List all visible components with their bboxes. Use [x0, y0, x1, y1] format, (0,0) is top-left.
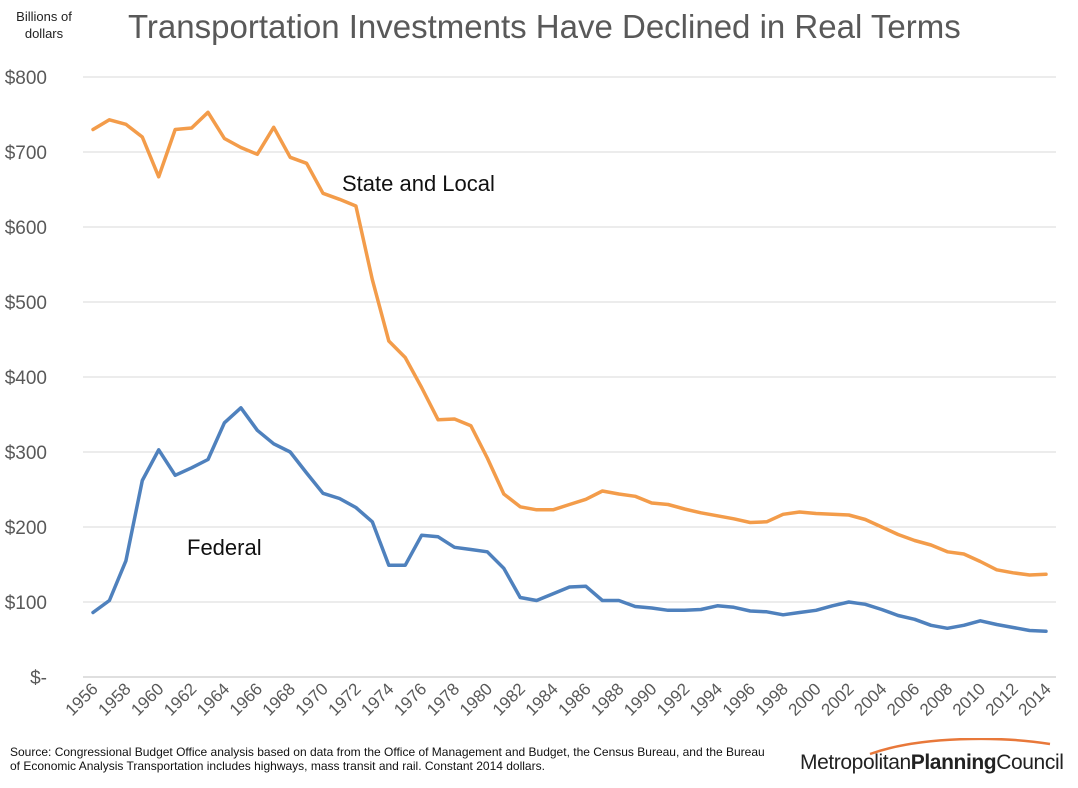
state-and-local-series-line: [91, 110, 1048, 577]
x-tick-label: 1958: [95, 679, 135, 719]
x-tick-label: 1974: [357, 679, 397, 719]
x-tick-label: 1982: [489, 679, 529, 719]
y-tick-label: $600: [5, 218, 47, 239]
y-tick-label: $100: [5, 593, 47, 614]
x-tick-label: 1968: [259, 679, 299, 719]
x-tick-label: 2012: [982, 679, 1022, 719]
x-tick-label: 1980: [456, 679, 496, 719]
logo-text-council: Council: [996, 751, 1064, 774]
logo-text-planning: Planning: [910, 751, 997, 774]
x-tick-label: 1962: [160, 679, 200, 719]
y-tick-label: $800: [5, 68, 47, 89]
y-tick-label: $700: [5, 143, 47, 164]
x-axis-tick-labels: 1956195819601962196419661968197019721974…: [62, 679, 1055, 719]
x-tick-label: 2004: [850, 679, 890, 719]
x-tick-label: 1964: [193, 679, 233, 719]
y-tick-label: $-: [30, 668, 47, 689]
x-tick-label: 1966: [226, 679, 266, 719]
y-axis-unit-label: Billions of dollars: [16, 9, 72, 41]
x-tick-label: 2002: [817, 679, 857, 719]
federal-series-line: [91, 406, 1048, 634]
federal-label: Federal: [187, 535, 262, 560]
y-tick-label: $400: [5, 368, 47, 389]
x-tick-label: 1998: [752, 679, 792, 719]
x-tick-label: 1978: [423, 679, 463, 719]
x-tick-label: 1956: [62, 679, 102, 719]
x-tick-label: 1994: [686, 679, 726, 719]
state-and-local-label: State and Local: [342, 171, 495, 196]
logo-swoosh-icon: [869, 738, 1051, 756]
x-tick-label: 2000: [785, 679, 825, 719]
chart-title: Transportation Investments Have Declined…: [128, 8, 961, 45]
x-tick-label: 1992: [653, 679, 693, 719]
gridlines: [83, 76, 1056, 678]
logo-text: MetropolitanPlanningCouncil: [800, 751, 1064, 775]
metropolitan-planning-council-logo: MetropolitanPlanningCouncil: [800, 738, 1064, 778]
x-tick-label: 2010: [949, 679, 989, 719]
x-tick-label: 2006: [883, 679, 923, 719]
y-axis-tick-labels: $- $100 $200 $300 $400 $500 $600 $700 $800: [5, 68, 47, 689]
x-tick-label: 1986: [555, 679, 595, 719]
x-tick-label: 1990: [620, 679, 660, 719]
y-tick-label: $200: [5, 518, 47, 539]
y-tick-label: $500: [5, 293, 47, 314]
x-tick-label: 1976: [390, 679, 430, 719]
x-tick-label: 1972: [325, 679, 365, 719]
x-tick-label: 2008: [916, 679, 956, 719]
x-tick-label: 1970: [292, 679, 332, 719]
x-tick-label: 1960: [127, 679, 167, 719]
x-tick-label: 1996: [719, 679, 759, 719]
x-tick-label: 1988: [587, 679, 627, 719]
logo-text-metropolitan: Metropolitan: [800, 751, 911, 774]
source-note: Source: Congressional Budget Office anal…: [10, 745, 765, 773]
x-tick-label: 2014: [1015, 679, 1055, 719]
x-tick-label: 1984: [522, 679, 562, 719]
y-tick-label: $300: [5, 443, 47, 464]
